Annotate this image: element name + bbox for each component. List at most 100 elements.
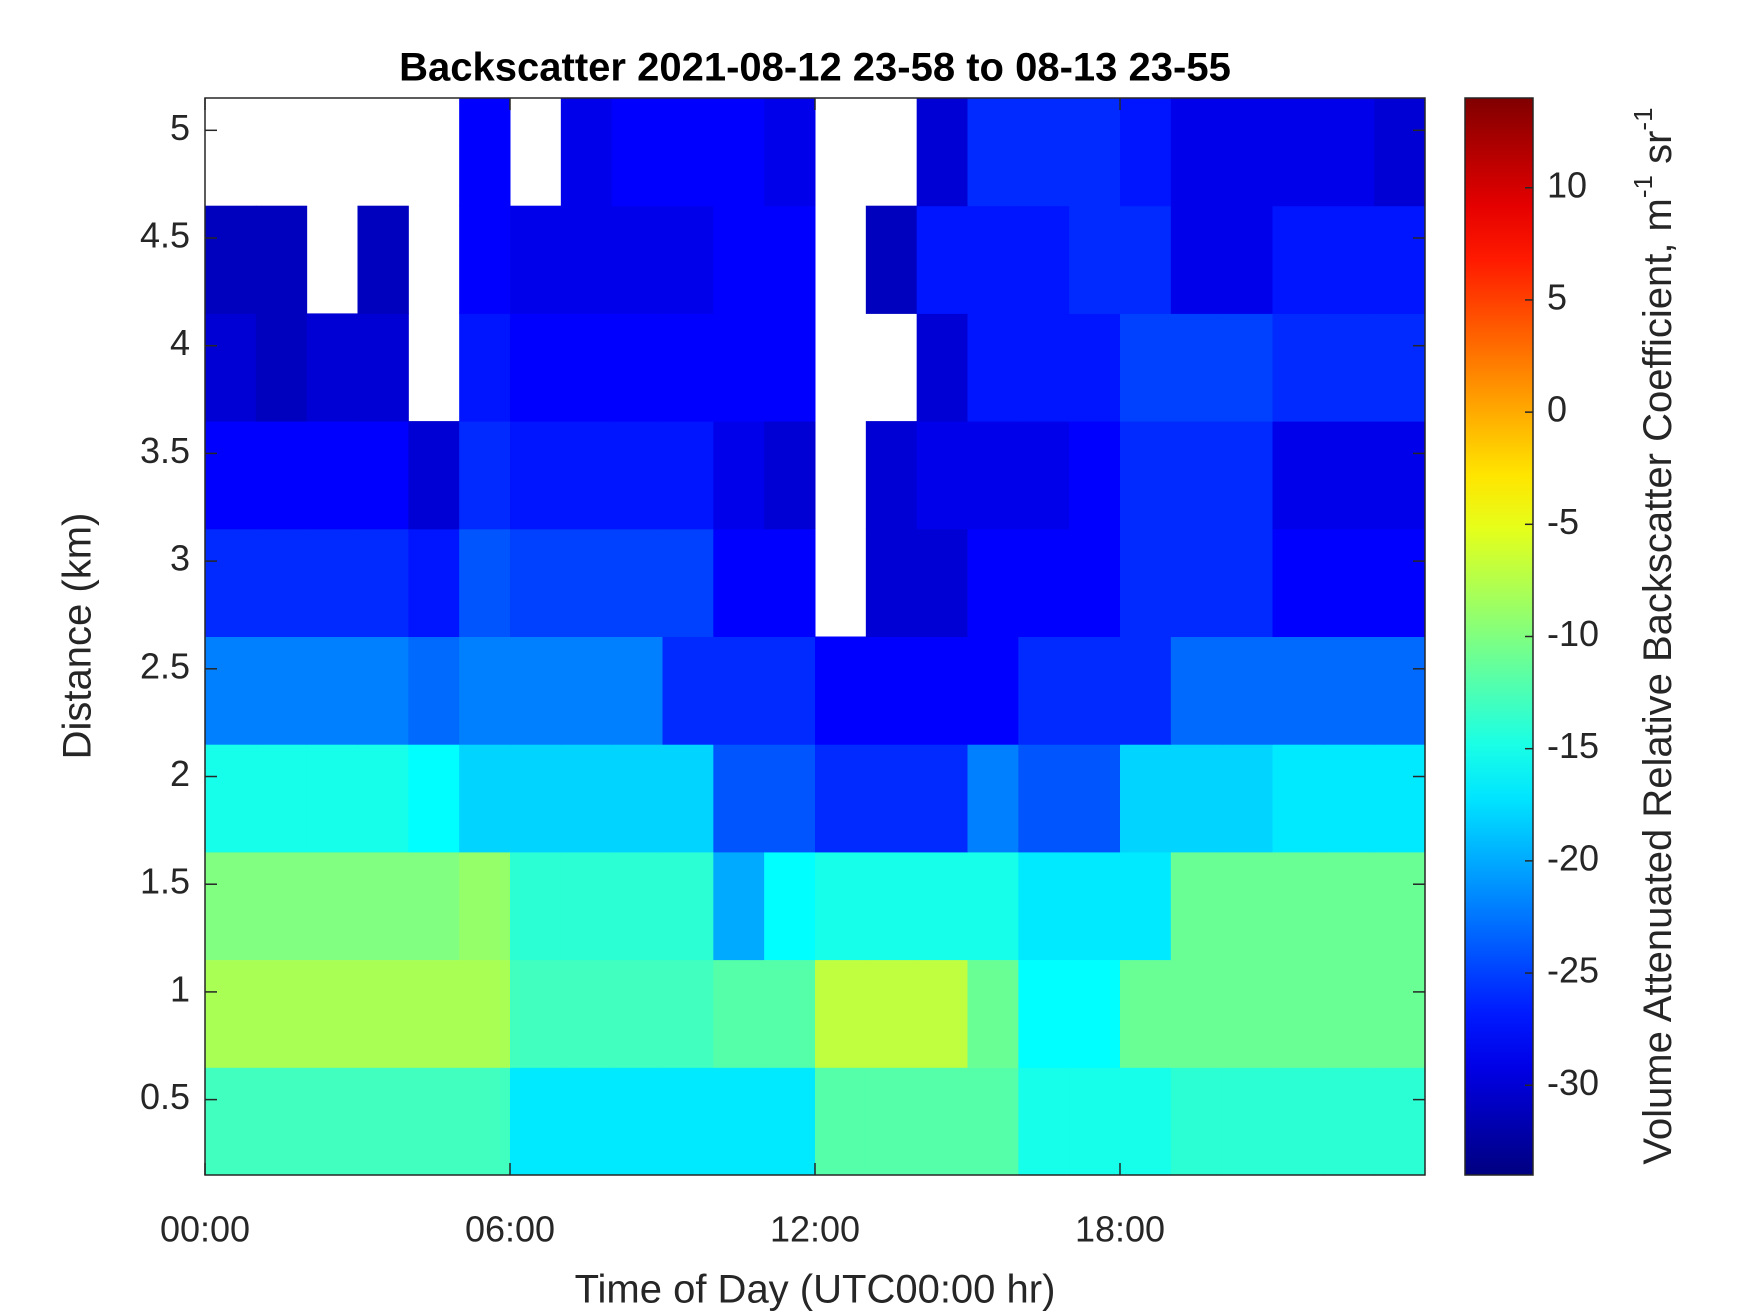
heatmap-cell bbox=[611, 851, 663, 961]
colorbar bbox=[1464, 97, 1534, 1176]
heatmap-cell bbox=[916, 959, 968, 1068]
heatmap-cell bbox=[611, 959, 663, 1068]
heatmap-cell bbox=[1221, 528, 1273, 637]
heatmap-cell bbox=[510, 744, 562, 853]
x-tick-label: 06:00 bbox=[465, 1209, 555, 1250]
heatmap-cell bbox=[1272, 959, 1324, 1068]
heatmap-cell bbox=[205, 528, 257, 637]
heatmap-cell bbox=[560, 959, 613, 1068]
heatmap-cell bbox=[459, 528, 511, 637]
heatmap-cell bbox=[560, 98, 613, 207]
heatmap-cell bbox=[205, 636, 257, 745]
heatmap-cell bbox=[510, 313, 562, 422]
colorbar-label-part: -1 bbox=[1628, 107, 1658, 130]
heatmap-cell bbox=[1221, 313, 1273, 422]
heatmap-cell bbox=[916, 205, 968, 314]
heatmap-cell bbox=[1120, 205, 1172, 314]
heatmap-cell bbox=[713, 98, 765, 207]
heatmap-cell bbox=[967, 205, 1019, 314]
heatmap-cell bbox=[764, 636, 816, 745]
heatmap-cell bbox=[1018, 636, 1070, 745]
heatmap-cell bbox=[713, 959, 765, 1068]
heatmap-cell bbox=[510, 851, 562, 961]
heatmap-cell bbox=[967, 421, 1019, 530]
heatmap-cell bbox=[1272, 1067, 1324, 1176]
heatmap-cell bbox=[1272, 313, 1324, 422]
heatmap-cell bbox=[1323, 1067, 1375, 1176]
heatmap-cell bbox=[357, 959, 409, 1068]
colorbar-tick-label: 10 bbox=[1547, 164, 1587, 205]
heatmap-cell bbox=[255, 421, 308, 530]
heatmap-cell bbox=[764, 528, 816, 637]
heatmap-cell bbox=[357, 205, 409, 314]
heatmap-cell bbox=[306, 421, 358, 530]
heatmap-cell bbox=[1170, 205, 1223, 314]
heatmap-cell bbox=[865, 1067, 918, 1176]
heatmap-cell bbox=[1374, 1067, 1426, 1176]
heatmap-cell bbox=[255, 744, 308, 853]
heatmap-cell bbox=[967, 1067, 1019, 1176]
heatmap-cell bbox=[713, 1067, 765, 1176]
heatmap-cell bbox=[1221, 205, 1273, 314]
y-tick-label: 3.5 bbox=[140, 430, 190, 471]
heatmap-cell bbox=[1120, 528, 1172, 637]
heatmap-cell bbox=[967, 744, 1019, 853]
heatmap-cell bbox=[713, 636, 765, 745]
heatmap-cell bbox=[1323, 851, 1375, 961]
y-tick-label: 3 bbox=[170, 538, 190, 579]
heatmap-cell bbox=[815, 851, 867, 961]
heatmap-cell bbox=[1221, 744, 1273, 853]
heatmap-cell bbox=[1018, 959, 1070, 1068]
heatmap-cell bbox=[611, 421, 663, 530]
heatmap-cell bbox=[1018, 1067, 1070, 1176]
heatmap-cell bbox=[713, 744, 765, 853]
heatmap-cell bbox=[967, 98, 1019, 207]
heatmap-cell bbox=[1120, 1067, 1172, 1176]
heatmap-cell bbox=[1323, 636, 1375, 745]
heatmap-cell bbox=[560, 1067, 613, 1176]
colorbar-tick-label: -25 bbox=[1547, 950, 1599, 991]
heatmap-cell bbox=[560, 636, 613, 745]
heatmap-cell bbox=[459, 851, 511, 961]
heatmap-cell bbox=[865, 421, 918, 530]
heatmap-cell bbox=[1272, 421, 1324, 530]
heatmap-cell bbox=[560, 528, 613, 637]
heatmap-cell bbox=[1374, 313, 1426, 422]
heatmap-cell bbox=[1272, 98, 1324, 207]
heatmap-cell bbox=[408, 528, 460, 637]
heatmap-cell bbox=[662, 205, 714, 314]
heatmap-cell bbox=[611, 313, 663, 422]
heatmap-cell bbox=[306, 1067, 358, 1176]
heatmap-cell bbox=[713, 313, 765, 422]
heatmap-cell bbox=[1221, 1067, 1273, 1176]
heatmap-cell bbox=[865, 851, 918, 961]
heatmap-cell bbox=[560, 205, 613, 314]
heatmap-cell bbox=[357, 528, 409, 637]
heatmap-cell bbox=[1323, 313, 1375, 422]
heatmap-cell bbox=[1170, 313, 1223, 422]
heatmap-cell bbox=[662, 313, 714, 422]
heatmap-cell bbox=[865, 959, 918, 1068]
heatmap-cell bbox=[713, 205, 765, 314]
heatmap-cell bbox=[916, 851, 968, 961]
heatmap-cell bbox=[1069, 959, 1121, 1068]
heatmap-cell bbox=[408, 636, 460, 745]
heatmap-cell bbox=[1374, 959, 1426, 1068]
y-tick-label: 1.5 bbox=[140, 861, 190, 902]
heatmap-cell bbox=[408, 744, 460, 853]
heatmap-cell bbox=[1120, 851, 1172, 961]
heatmap-cell bbox=[1120, 421, 1172, 530]
heatmap-cell bbox=[459, 313, 511, 422]
heatmap-cell bbox=[510, 205, 562, 314]
heatmap-cell bbox=[459, 744, 511, 853]
colorbar-tick-label: -15 bbox=[1547, 725, 1599, 766]
heatmap-cell bbox=[713, 528, 765, 637]
heatmap-cell bbox=[1374, 528, 1426, 637]
colorbar-tick-label: -30 bbox=[1547, 1062, 1599, 1103]
heatmap-cell bbox=[1323, 205, 1375, 314]
heatmap-cell bbox=[459, 205, 511, 314]
heatmap-cell bbox=[1170, 1067, 1223, 1176]
heatmap-cell bbox=[1221, 959, 1273, 1068]
colorbar-tick-label: 0 bbox=[1547, 389, 1567, 430]
